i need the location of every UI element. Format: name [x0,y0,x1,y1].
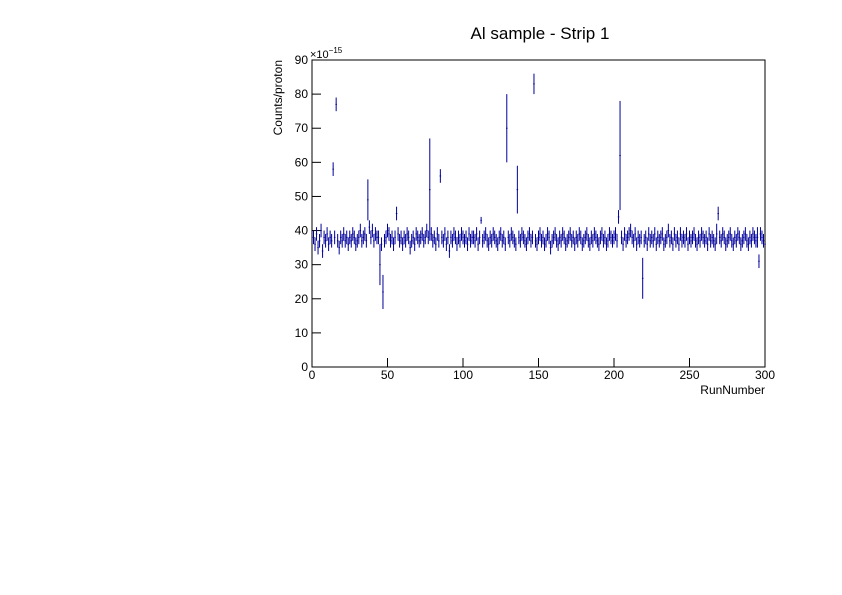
y-multiplier-exp: −15 [329,46,343,55]
x-tick-label: 100 [453,368,473,382]
x-axis-label: RunNumber [700,383,765,397]
x-tick-label: 50 [381,368,395,382]
x-tick-label: 0 [309,368,316,382]
y-tick-label: 90 [295,53,309,67]
y-multiplier-base: ×10 [310,49,329,61]
x-tick-label: 200 [604,368,624,382]
chart-title: Al sample - Strip 1 [471,24,610,43]
y-tick-label: 40 [295,224,309,238]
y-tick-label: 0 [301,360,308,374]
y-tick-label: 60 [295,155,309,169]
y-tick-label: 80 [295,87,309,101]
y-tick-label: 30 [295,258,309,272]
y-tick-label: 20 [295,292,309,306]
plot-frame [311,59,766,368]
x-tick-label: 150 [528,368,548,382]
y-multiplier: ×10−15 [310,46,343,61]
x-tick-label: 300 [755,368,775,382]
x-tick-label: 250 [679,368,699,382]
y-tick-label: 50 [295,189,309,203]
y-tick-label: 10 [295,326,309,340]
y-axis-label: Counts/proton [271,60,285,135]
y-tick-label: 70 [295,121,309,135]
